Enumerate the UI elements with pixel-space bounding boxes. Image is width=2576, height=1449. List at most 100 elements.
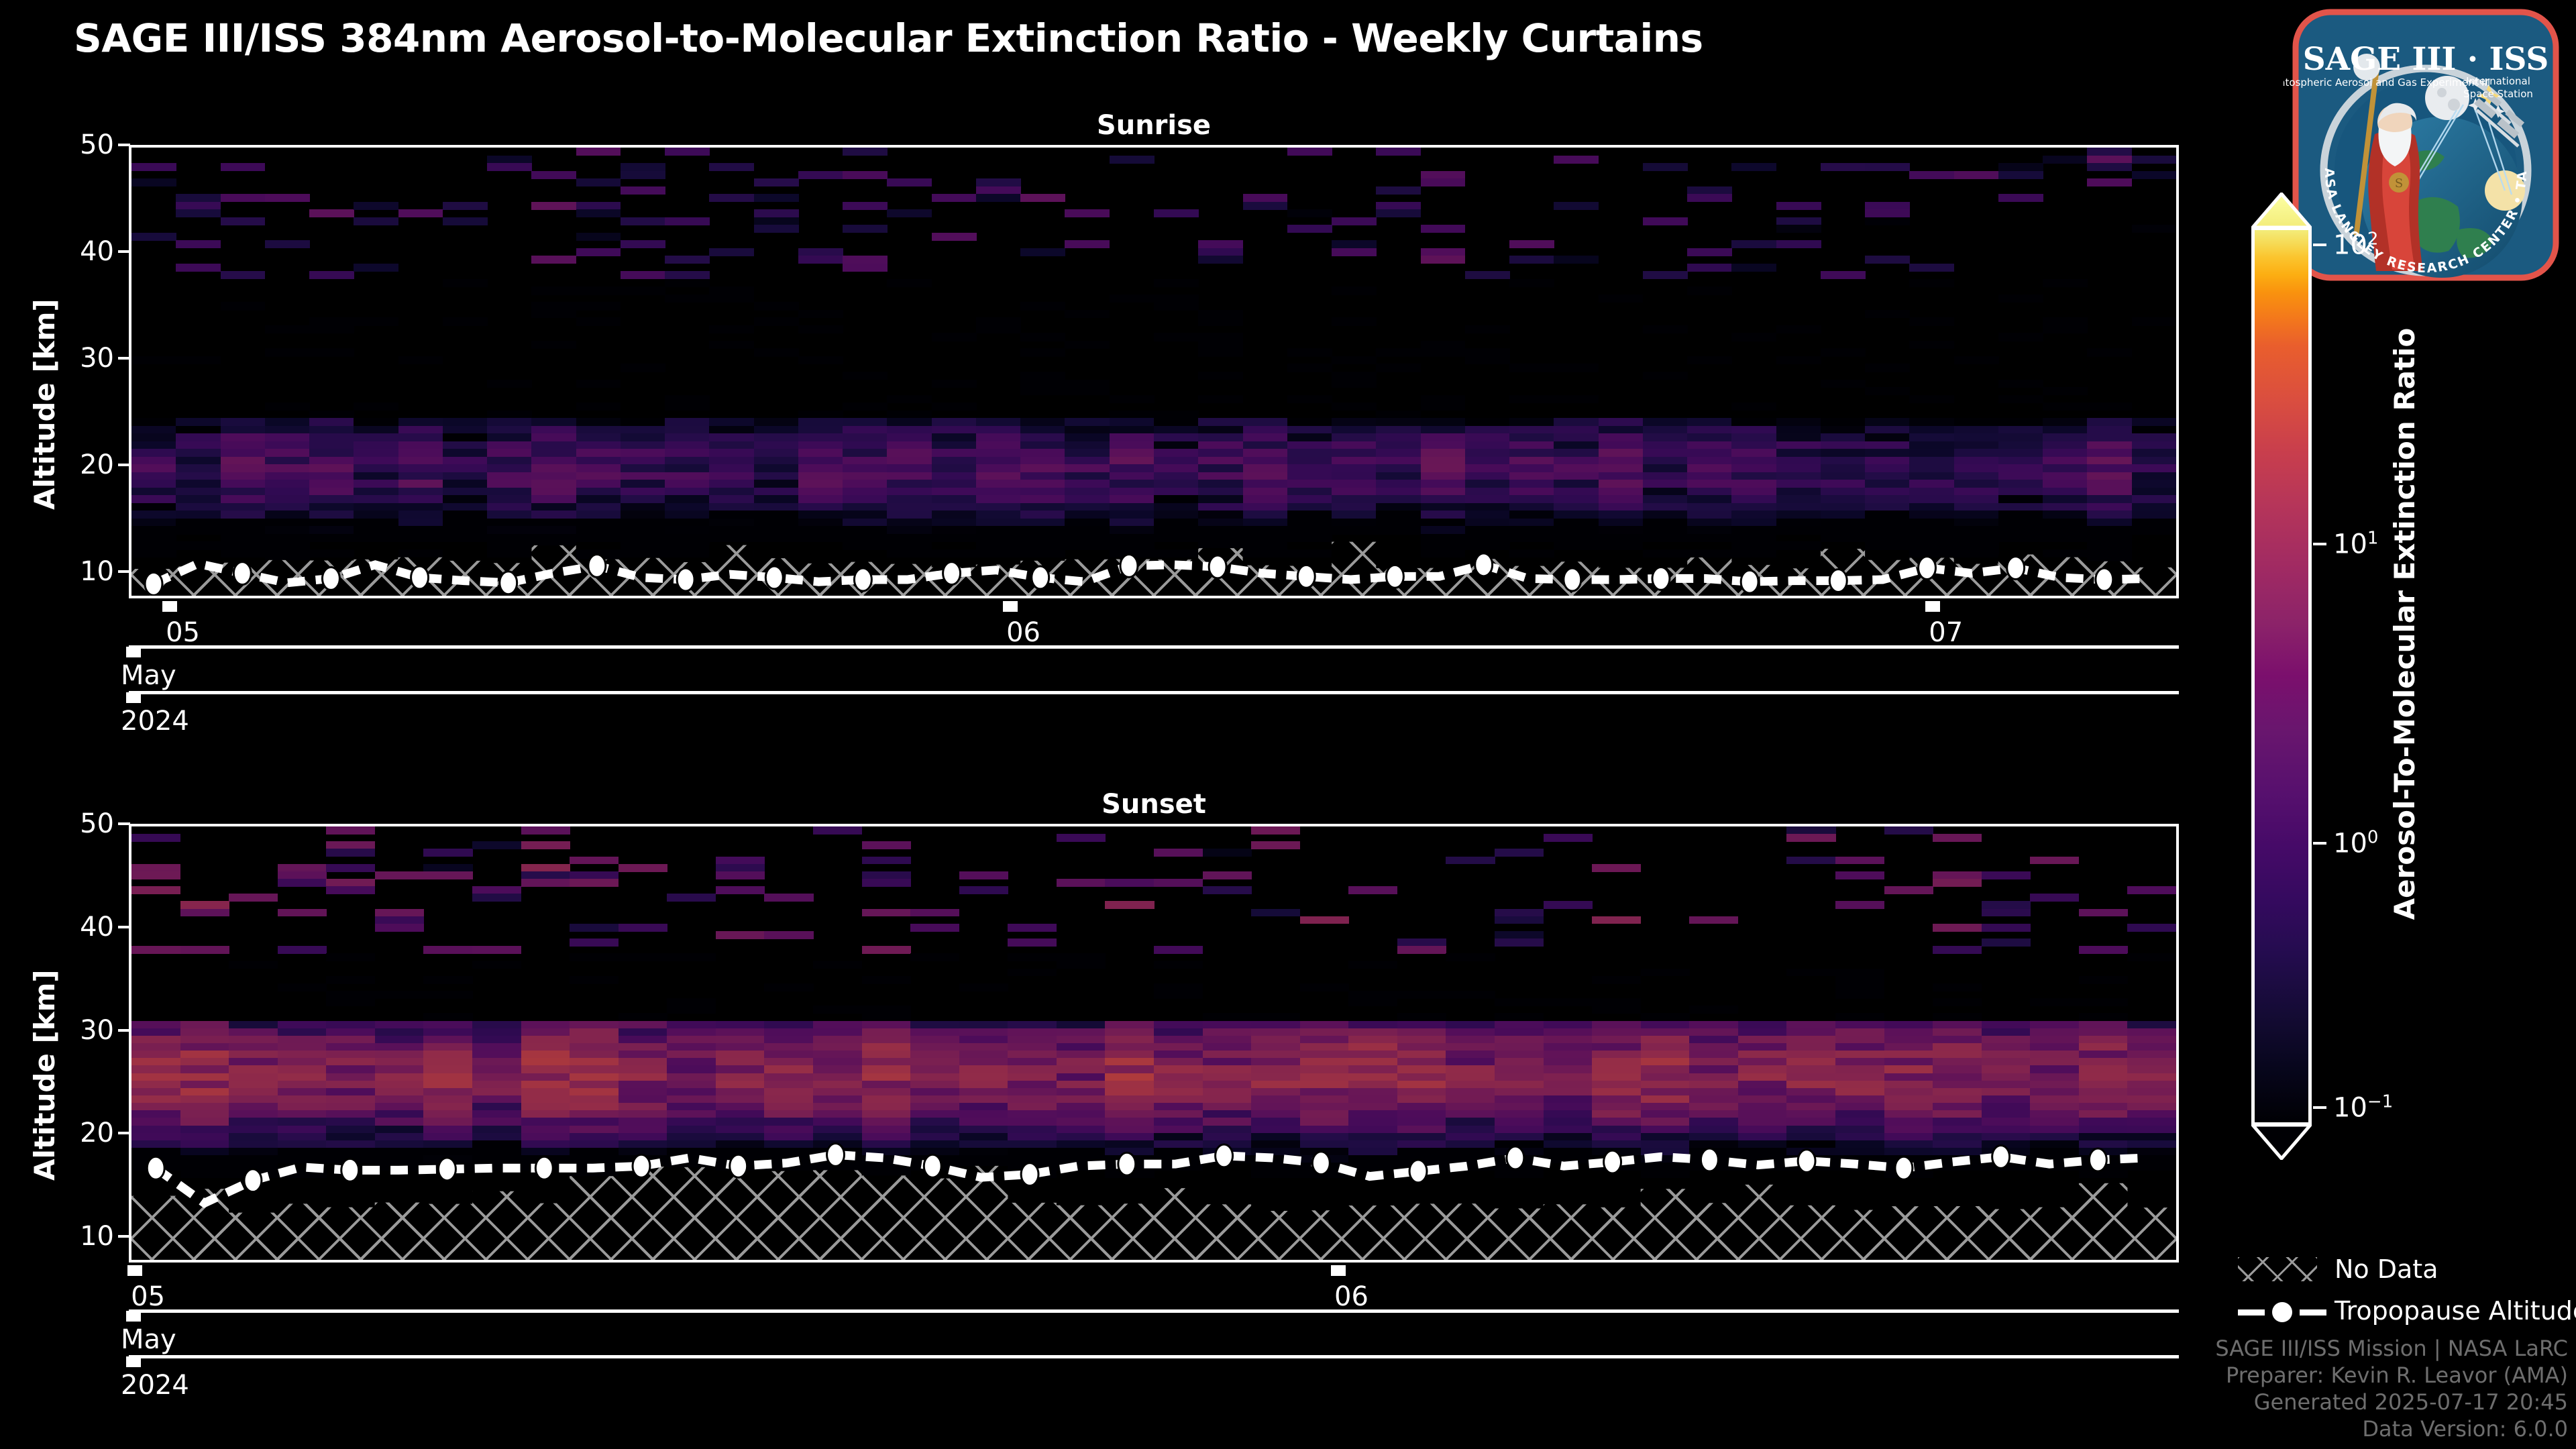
heatmap-cell [1198, 433, 1244, 442]
heatmap-cell [667, 1155, 716, 1163]
heatmap-cell [1776, 418, 1821, 427]
heatmap-cell [959, 1132, 1008, 1141]
heatmap-cell [131, 526, 176, 535]
heatmap-column [1865, 148, 1911, 596]
heatmap-cell [1008, 1118, 1057, 1126]
heatmap-cell [1154, 464, 1199, 473]
heatmap-cell [531, 441, 577, 449]
heatmap-cell [667, 953, 716, 962]
heatmap-cell [1242, 533, 1288, 543]
heatmap-cell [667, 1058, 716, 1067]
heatmap-cell [180, 1155, 229, 1163]
heatmap-cell [2127, 1058, 2176, 1067]
heatmap-cell [576, 511, 621, 519]
heatmap-cell [1687, 487, 1732, 496]
heatmap-cell [1251, 1140, 1301, 1148]
heatmap-cell [1065, 518, 1110, 527]
heatmap-cell [326, 1118, 376, 1126]
colorbar[interactable]: 102 101 100 10−1 [2251, 193, 2393, 1160]
heatmap-cell [1198, 502, 1244, 511]
heatmap-cell [1554, 518, 1599, 527]
heatmap-cell [618, 1110, 667, 1119]
heatmap-cell [570, 975, 619, 984]
heatmap-cell [1953, 418, 1999, 427]
heatmap-cell [1348, 1095, 1398, 1104]
heatmap-cell [1332, 372, 1377, 380]
heatmap-cell [1287, 456, 1332, 465]
heatmap-cell [1835, 856, 1885, 865]
heatmap-cell [1154, 946, 1203, 955]
heatmap-cell [1154, 1110, 1203, 1119]
heatmap-cell [1737, 1110, 1787, 1119]
heatmap-cell [472, 894, 522, 902]
heatmap-cell [2078, 1118, 2128, 1126]
heatmap-cell [843, 449, 888, 458]
heatmap-cell [1251, 1110, 1301, 1119]
heatmap-cell [1884, 1065, 1933, 1074]
heatmap-cell [1198, 518, 1244, 527]
colorbar-tick-label: 102 [2333, 229, 2379, 261]
heatmap-cell [2127, 1028, 2176, 1036]
heatmap-column [2043, 148, 2088, 596]
heatmap-cell [1495, 930, 1544, 939]
heatmap-cell [131, 449, 176, 458]
y-tick-label: 10 [80, 1221, 114, 1252]
heatmap-cell [2078, 946, 2128, 955]
heatmap-cell [2131, 317, 2176, 326]
heatmap-cell [176, 495, 221, 504]
heatmap-cell [1835, 975, 1885, 984]
heatmap-cell [521, 1147, 570, 1156]
heatmap-cell [1420, 418, 1466, 427]
heatmap-cell [1642, 511, 1688, 519]
heatmap-column [2087, 148, 2133, 596]
heatmap-cell [1731, 433, 1777, 442]
heatmap-cell [472, 1110, 522, 1119]
heatmap-cell [1202, 1080, 1252, 1089]
heatmap-cell [1251, 1125, 1301, 1134]
heatmap-cell [1820, 418, 1866, 427]
heatmap-cell [1554, 502, 1599, 511]
heatmap-cell [1397, 1073, 1446, 1081]
heatmap-cell [423, 1125, 473, 1134]
heatmap-cell [2043, 325, 2088, 334]
heatmap-cell [1592, 975, 1642, 984]
heatmap-cell [374, 1163, 424, 1171]
heatmap-cell [709, 449, 755, 458]
heatmap-cell [423, 1013, 473, 1022]
heatmap-cell [326, 826, 376, 835]
heatmap-cell [1105, 1035, 1155, 1044]
heatmap-cell [667, 1080, 716, 1089]
heatmap-cell [131, 1132, 181, 1141]
heatmap-cell [1776, 225, 1821, 233]
heatmap-cell [423, 1058, 473, 1067]
heatmap-cell [131, 1028, 181, 1036]
heatmap-cell [1056, 1020, 1106, 1029]
hatch-swatch-icon [2235, 1249, 2322, 1291]
heatmap-cell [1154, 1103, 1203, 1111]
heatmap-cell [264, 541, 310, 550]
heatmap-cell [472, 1087, 522, 1096]
heatmap-cell [1909, 425, 1955, 434]
heatmap-cell [180, 1132, 229, 1141]
heatmap-cell [1202, 1125, 1252, 1134]
y-tick-label: 40 [80, 236, 114, 268]
heatmap-cell [423, 1020, 473, 1029]
heatmap-cell [354, 449, 399, 458]
heatmap-cell [1420, 425, 1466, 434]
heatmap-cell [1998, 379, 2043, 388]
heatmap-cell [570, 953, 619, 962]
heatmap-cell [1865, 309, 1911, 319]
heatmap-cell [861, 1043, 911, 1051]
heatmap-cell [1020, 541, 1066, 550]
heatmap-cell [1640, 1132, 1690, 1141]
heatmap-cell [1198, 541, 1244, 550]
heatmap-cell [180, 901, 229, 910]
heatmap-cell [1242, 480, 1288, 488]
heatmap-cell [1687, 356, 1732, 365]
heatmap-cell [1056, 1035, 1106, 1044]
heatmap-cell [1420, 541, 1466, 550]
heatmap-cell [753, 433, 799, 442]
heatmap-cell [1202, 1013, 1252, 1022]
heatmap-cell [176, 418, 221, 427]
heatmap-cell [180, 1058, 229, 1067]
